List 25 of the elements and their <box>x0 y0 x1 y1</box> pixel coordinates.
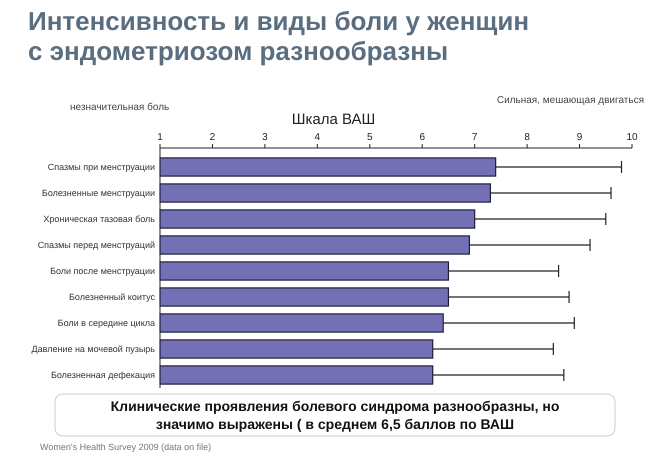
y-tick-label: Боли в середине цикла <box>58 318 155 328</box>
y-tick-label: Болезненные менструации <box>42 188 155 198</box>
y-tick-label: Хроническая тазовая боль <box>43 214 156 224</box>
y-tick-label: Болезненная дефекация <box>50 370 156 380</box>
text: Women's Health Survey 2009 (data on file) <box>40 442 212 452</box>
y-tick-label: Болезненный коитус <box>68 292 156 302</box>
text: Клинические проявления болевого синдрома разнообразны, но значимо выражены ( в среднем 6,5 баллов по ВАШ <box>110 398 560 432</box>
y-tick-label: Давление на мочевой пузырь <box>32 344 156 354</box>
x-tick-label: 1 <box>157 132 164 143</box>
y-tick-label: Спазмы при менструации <box>48 162 155 172</box>
chart-title: Интенсивность и виды боли у женщин с эндометриозом разнообразны <box>28 6 530 66</box>
x-tick-label: 6 <box>419 132 426 143</box>
x-tick-label: 7 <box>472 132 478 143</box>
x-tick-label: 8 <box>524 132 530 143</box>
x-axis-title: Шкала ВАШ <box>292 111 376 128</box>
x-tick-label: 3 <box>262 132 268 143</box>
x-tick-label: 2 <box>210 132 216 143</box>
text: Сильная, мешающая двигаться <box>496 95 644 106</box>
x-tick-label: 10 <box>626 132 638 143</box>
y-tick-label: Боли после менструации <box>50 266 155 276</box>
x-tick-label: 9 <box>576 132 583 143</box>
x-tick-label: 5 <box>366 132 373 143</box>
x-tick-label: 4 <box>314 132 321 143</box>
y-tick-label: Спазмы перед менструаций <box>38 240 155 250</box>
text: незначительная боль <box>70 102 170 113</box>
